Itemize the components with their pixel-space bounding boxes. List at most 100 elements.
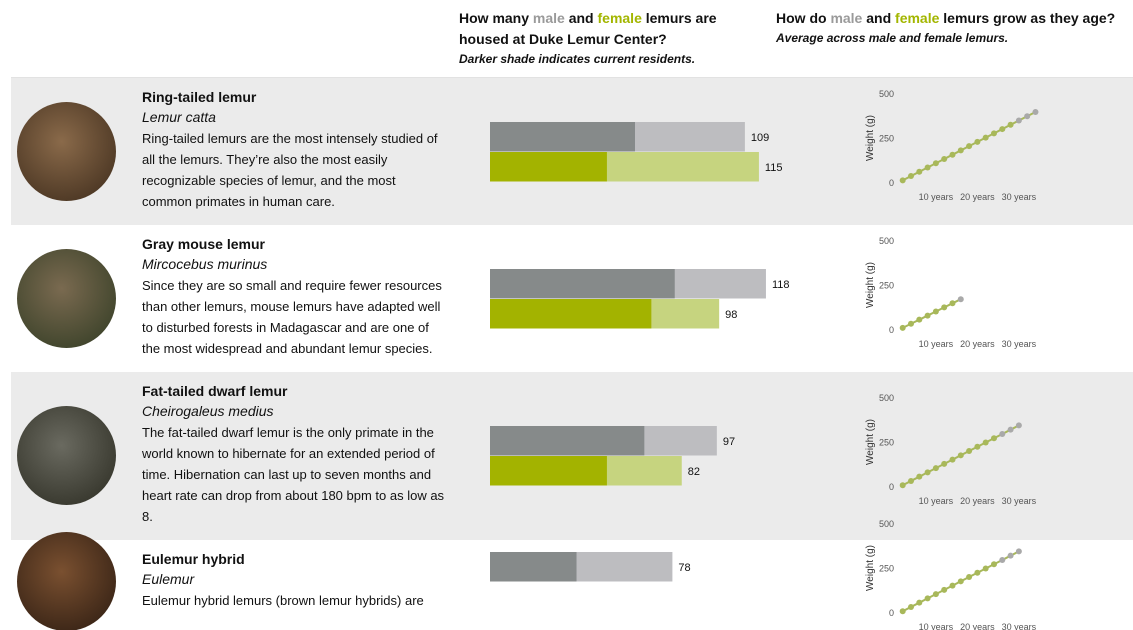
title-part: How do	[776, 10, 831, 26]
growth-point	[974, 138, 981, 145]
growth-point	[949, 299, 956, 306]
bar-label: 115	[765, 162, 783, 174]
growth-point	[941, 460, 948, 467]
y-axis-label: Weight (g)	[865, 262, 876, 308]
y-axis-label: Weight (g)	[865, 115, 876, 161]
y-tick-label: 500	[879, 519, 894, 529]
growth-point	[1015, 117, 1022, 124]
growth-point	[907, 477, 914, 484]
growth-point	[932, 465, 939, 472]
y-tick-label: 500	[879, 89, 894, 99]
growth-point	[899, 608, 906, 615]
growth-point	[999, 556, 1006, 563]
y-axis-label: Weight (g)	[865, 545, 876, 591]
y-tick-label: 500	[879, 393, 894, 403]
bar-chart: 118 98	[490, 268, 790, 328]
bar-label: 82	[688, 466, 700, 478]
x-tick-label: 10 years	[919, 496, 954, 506]
growth-point	[982, 565, 989, 572]
growth-point	[949, 151, 956, 158]
title-part: male	[830, 10, 863, 26]
growth-point	[999, 125, 1006, 132]
growth-point	[990, 435, 997, 442]
line-title: How do male and female lemurs grow as th…	[776, 8, 1131, 29]
lemur-name: Fat-tailed dwarf lemur	[142, 383, 288, 399]
growth-point	[941, 303, 948, 310]
growth-point	[1015, 422, 1022, 429]
growth-point	[924, 164, 931, 171]
growth-point	[966, 448, 973, 455]
growth-point	[1015, 548, 1022, 555]
x-tick-label: 10 years	[919, 339, 954, 349]
growth-point	[982, 439, 989, 446]
bar-label: 98	[725, 309, 737, 321]
growth-point	[899, 324, 906, 331]
growth-point	[949, 582, 956, 589]
x-tick-label: 10 years	[919, 622, 954, 630]
growth-point	[907, 172, 914, 179]
growth-point	[916, 473, 923, 480]
bar-label: 118	[772, 279, 790, 291]
description: Eulemur hybrid lemurs (brown lemur hybri…	[142, 593, 424, 608]
title-part: female	[895, 10, 940, 26]
lemur-name: Ring-tailed lemur	[142, 89, 257, 105]
bar-label: 78	[678, 562, 690, 574]
growth-point	[999, 430, 1006, 437]
growth-chart: Weight (g) 0 250 500 10 years 20 years 30 year…	[865, 89, 1039, 202]
growth-point	[907, 603, 914, 610]
title-part: lemurs are housed at Duke Lemur Center?	[459, 10, 717, 47]
latin-name: Cheirogaleus medius	[142, 403, 274, 419]
title-part: female	[597, 10, 642, 26]
lemur-name: Eulemur hybrid	[142, 551, 245, 567]
y-tick-label: 250	[879, 133, 894, 143]
latin-name: Eulemur	[142, 571, 195, 587]
x-tick-label: 30 years	[1002, 622, 1037, 630]
line-header: How do male and female lemurs grow as th…	[776, 8, 1131, 47]
growth-point	[990, 561, 997, 568]
bar-current	[490, 268, 675, 298]
photo	[17, 532, 116, 630]
growth-point	[924, 595, 931, 602]
bar-current	[490, 151, 607, 181]
x-tick-label: 30 years	[1002, 192, 1037, 202]
y-tick-label: 0	[889, 608, 894, 618]
lemur-list: Ring-tailed lemur Lemur catta Ring-tailed …	[11, 77, 1133, 630]
bar-current	[490, 426, 645, 456]
y-tick-label: 250	[879, 438, 894, 448]
growth-point	[990, 129, 997, 136]
y-tick-label: 0	[889, 482, 894, 492]
y-axis-label: Weight (g)	[865, 419, 876, 465]
growth-point	[924, 312, 931, 319]
bar-chart: 109 115	[490, 121, 783, 181]
bar-current	[490, 456, 607, 486]
photo	[17, 101, 116, 201]
x-tick-label: 20 years	[960, 339, 995, 349]
line-subtitle: Average across male and female lemurs.	[776, 31, 1009, 45]
growth-point	[941, 586, 948, 593]
bar-label: 97	[723, 436, 735, 448]
growth-point	[957, 295, 964, 302]
title-part: male	[532, 10, 565, 26]
bar-current	[490, 298, 652, 328]
growth-point	[932, 591, 939, 598]
growth-point	[957, 578, 964, 585]
lemur-row: Eulemur hybrid Eulemur Eulemur hybrid lemu…	[11, 519, 1133, 630]
latin-name: Mircocebus murinus	[142, 256, 268, 272]
bar-chart: 97 82	[490, 426, 735, 486]
y-tick-label: 250	[879, 564, 894, 574]
y-tick-label: 250	[879, 280, 894, 290]
title-part: How many	[459, 10, 533, 26]
growth-chart: Weight (g) 0 250 500 10 years 20 years 30 year…	[865, 519, 1037, 630]
bar-current	[490, 552, 577, 582]
growth-point	[899, 176, 906, 183]
growth-point	[957, 452, 964, 459]
y-tick-label: 0	[889, 325, 894, 335]
photo	[17, 248, 116, 348]
growth-point	[916, 599, 923, 606]
y-tick-label: 0	[889, 178, 894, 188]
bar-label: 109	[751, 132, 769, 144]
growth-point	[1032, 108, 1039, 115]
growth-point	[916, 168, 923, 175]
growth-point	[932, 307, 939, 314]
